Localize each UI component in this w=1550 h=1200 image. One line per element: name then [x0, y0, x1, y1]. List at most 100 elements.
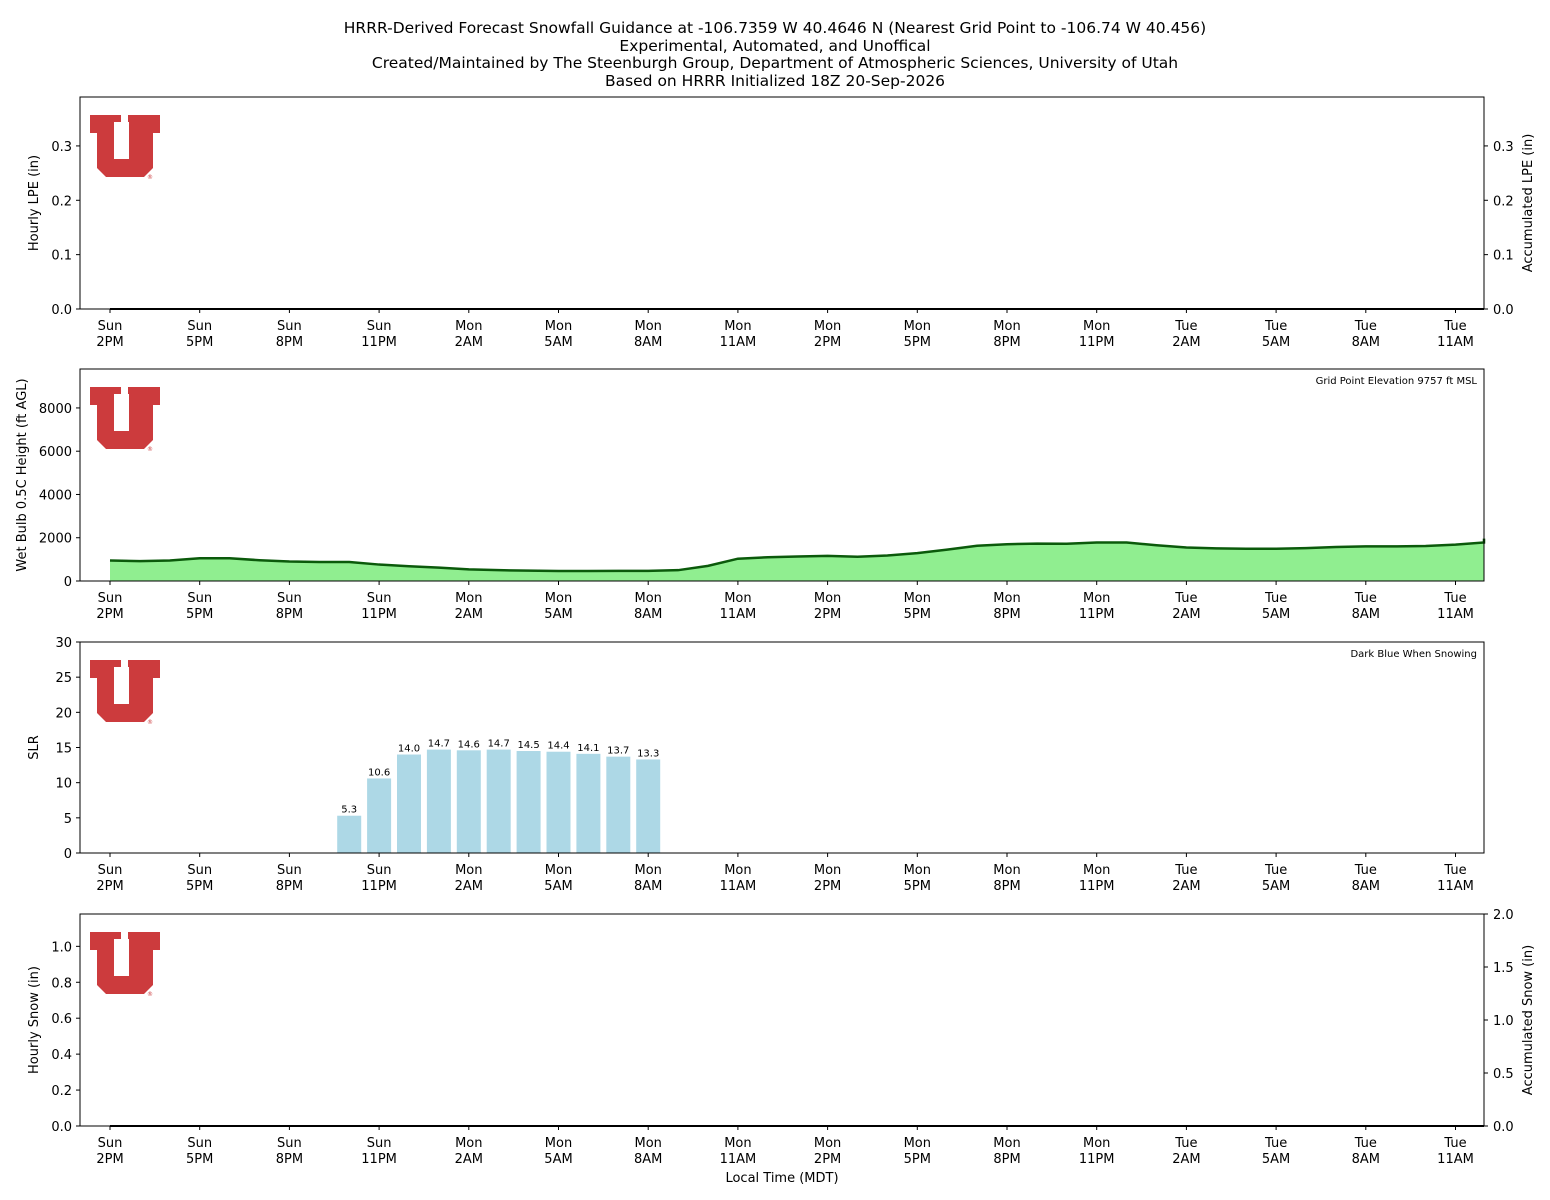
university-logo-hourly-snow [90, 932, 160, 994]
x-tick-day: Sun [367, 319, 392, 334]
x-tick-day: Mon [545, 591, 572, 606]
x-tick-day: Mon [1083, 591, 1110, 606]
slr-bar-label: 14.1 [577, 743, 599, 754]
x-tick-day: Sun [367, 591, 392, 606]
x-tick-day: Sun [98, 591, 123, 606]
x-tick-time: 2AM [1172, 879, 1200, 894]
x-tick-time: 8PM [993, 1152, 1020, 1167]
x-tick-time: 5AM [1262, 335, 1290, 350]
y-axis-label: Hourly Snow (in) [27, 966, 42, 1074]
x-tick-time: 8PM [993, 335, 1020, 350]
x-tick-day: Mon [814, 319, 841, 334]
x-tick-time: 8PM [993, 879, 1020, 894]
wet-bulb-area [110, 538, 1484, 581]
slr-bar-label: 13.7 [607, 746, 629, 757]
slr-bar-label: 5.3 [341, 805, 357, 816]
x-tick-time: 2AM [455, 1152, 483, 1167]
y-axis-label: Hourly LPE (in) [27, 155, 42, 251]
x-tick-time: 8AM [1352, 607, 1380, 622]
x-tick-time: 11AM [720, 607, 757, 622]
panel-annotation: Dark Blue When Snowing [1350, 649, 1477, 660]
x-tick-day: Tue [1354, 863, 1377, 878]
x-tick-day: Mon [993, 319, 1020, 334]
x-tick-time: 5PM [186, 879, 213, 894]
x-tick-day: Mon [904, 1136, 931, 1151]
x-tick-day: Mon [724, 591, 751, 606]
x-tick-day: Tue [1264, 319, 1287, 334]
x-tick-day: Mon [724, 1136, 751, 1151]
slr-bar-label: 14.7 [488, 739, 510, 750]
x-tick-day: Mon [814, 591, 841, 606]
x-tick-day: Sun [187, 863, 212, 878]
x-tick-day: Mon [634, 319, 661, 334]
x-tick-time: 5AM [544, 335, 572, 350]
x-tick-time: 8PM [993, 607, 1020, 622]
x-tick-time: 2AM [1172, 335, 1200, 350]
y-tick-label: 15 [55, 742, 72, 757]
x-tick-day: Mon [634, 591, 661, 606]
slr-bar-label: 10.6 [368, 767, 390, 778]
chart-title-block: HRRR-Derived Forecast Snowfall Guidance … [0, 19, 1550, 90]
x-tick-time: 8AM [634, 1152, 662, 1167]
slr-bar-label: 14.4 [547, 741, 569, 752]
x-tick-time: 2PM [814, 1152, 841, 1167]
x-tick-day: Sun [98, 1136, 123, 1151]
slr-bar-label: 14.5 [517, 740, 539, 751]
panel-wet-bulb-height: 0 2000 4000 6000 8000 Wet Bulb 0.5C Height (f… [15, 368, 1486, 622]
x-tick-day: Mon [455, 1136, 482, 1151]
x-tick-day: Mon [993, 591, 1020, 606]
university-logo-hourly-lpe [90, 115, 160, 177]
y-tick-label: 30 [55, 636, 72, 651]
x-tick-day: Sun [277, 1136, 302, 1151]
registered-mark-slr: ® [147, 719, 153, 726]
x-tick-day: Mon [904, 591, 931, 606]
x-tick-time: 5AM [1262, 1152, 1290, 1167]
slr-bar [426, 749, 451, 853]
x-tick-day: Mon [1083, 319, 1110, 334]
y-tick-label: 1.0 [51, 940, 72, 955]
chart-subtitle-2: Created/Maintained by The Steenburgh Gro… [371, 54, 1179, 72]
x-tick-day: Tue [1264, 591, 1287, 606]
y2-tick-label: 0.2 [1493, 194, 1514, 209]
x-tick-time: 8AM [634, 607, 662, 622]
x-tick-time: 5PM [904, 335, 931, 350]
x-tick-day: Tue [1174, 1136, 1197, 1151]
axes-frame [79, 913, 1485, 1127]
x-tick-day: Sun [277, 319, 302, 334]
y-tick-label: 0.3 [51, 140, 72, 155]
slr-bar [337, 815, 362, 853]
x-tick-time: 8PM [276, 335, 303, 350]
x-tick-day: Sun [187, 591, 212, 606]
y-tick-label: 0.2 [51, 194, 72, 209]
y2-axis-label: Accumulated LPE (in) [1521, 134, 1536, 273]
x-tick-time: 2AM [1172, 607, 1200, 622]
x-tick-time: 2AM [455, 335, 483, 350]
y-tick-label: 20 [55, 706, 72, 721]
slr-bar-label: 14.7 [428, 739, 450, 750]
x-tick-day: Mon [724, 863, 751, 878]
axes-frame [79, 641, 1485, 854]
y-tick-label: 0.8 [51, 976, 72, 991]
x-tick-day: Mon [993, 863, 1020, 878]
x-tick-day: Sun [98, 863, 123, 878]
y2-tick-label: 2.0 [1493, 908, 1514, 923]
x-tick-time: 11PM [361, 607, 397, 622]
y-tick-label: 0.4 [51, 1048, 72, 1063]
x-tick-day: Tue [1264, 1136, 1287, 1151]
slr-bar-label: 13.3 [637, 748, 659, 759]
x-tick-day: Tue [1174, 863, 1197, 878]
x-tick-day: Sun [98, 319, 123, 334]
x-tick-day: Mon [545, 1136, 572, 1151]
x-tick-time: 5AM [544, 607, 572, 622]
x-tick-time: 8AM [634, 335, 662, 350]
x-tick-time: 5PM [904, 607, 931, 622]
x-tick-day: Mon [1083, 863, 1110, 878]
x-tick-time: 2PM [814, 607, 841, 622]
slr-bar [576, 753, 601, 853]
axes-frame [79, 96, 1485, 310]
x-tick-time: 8AM [1352, 1152, 1380, 1167]
x-tick-time: 2PM [96, 879, 123, 894]
slr-bar [546, 751, 571, 853]
x-tick-time: 11PM [1079, 607, 1115, 622]
